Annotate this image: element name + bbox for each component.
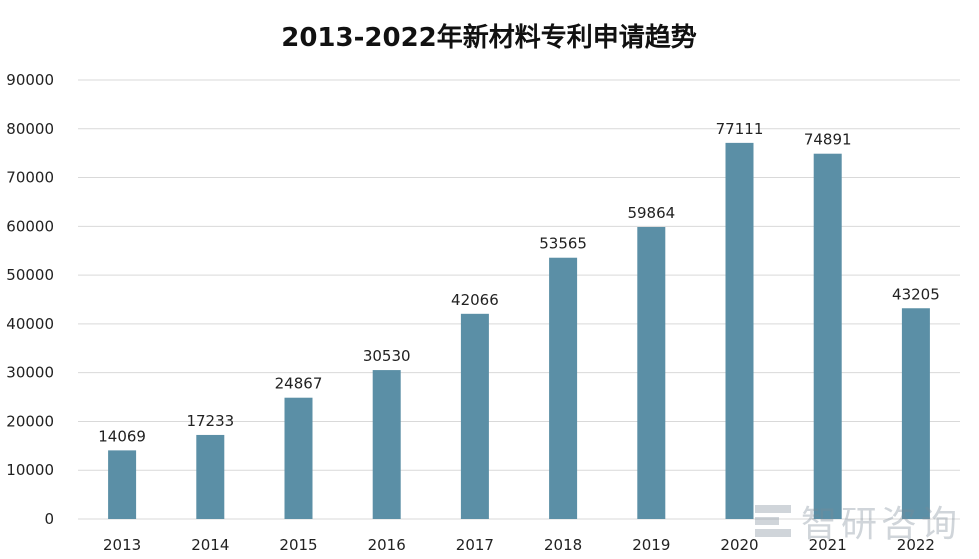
x-axis: 2013 2014 2015 2016 2017 2018 2019 2020 2021 2022 [103,536,935,554]
y-tick-label: 90000 [6,71,54,89]
x-tick-label: 2014 [191,536,229,554]
x-tick-label: 2022 [897,536,935,554]
y-tick-label: 50000 [6,266,54,284]
bar-2016 [372,370,401,519]
y-tick-label: 40000 [6,315,54,333]
y-tick-label: 20000 [6,412,54,430]
bar-2020 [725,142,754,519]
x-tick-label: 2017 [456,536,494,554]
data-label-2013: 14069 [98,427,146,445]
x-tick-label: 2013 [103,536,141,554]
data-label-2021: 74891 [804,131,852,149]
x-tick-label: 2016 [368,536,406,554]
data-label-2019: 59864 [627,204,675,222]
bar-2018 [549,257,578,519]
bar-2014 [196,434,225,519]
x-tick-label: 2019 [632,536,670,554]
data-label-2014: 17233 [186,412,234,430]
bar-2015 [284,397,313,519]
bars [108,142,930,519]
x-tick-label: 2015 [279,536,317,554]
bar-2019 [637,226,666,519]
data-label-2022: 43205 [892,285,940,303]
data-labels: 14069 17233 24867 30530 42066 53565 59864 77111… [98,120,940,446]
y-tick-label: 0 [44,510,54,528]
grid-lines [78,79,960,520]
x-tick-label: 2018 [544,536,582,554]
y-tick-label: 80000 [6,120,54,138]
bar-2022 [901,308,930,519]
data-label-2020: 77111 [716,120,764,138]
bar-2013 [108,450,137,519]
x-tick-label: 2021 [809,536,847,554]
y-axis: 0 10000 20000 30000 40000 50000 60000 70000 8000… [6,71,54,528]
y-tick-label: 30000 [6,364,54,382]
bar-2017 [460,313,489,519]
data-label-2017: 42066 [451,291,499,309]
data-label-2015: 24867 [275,375,323,393]
bar-2021 [813,153,842,519]
data-label-2018: 53565 [539,235,587,253]
chart-title: 2013-2022年新材料专利申请趋势 [281,22,697,53]
data-label-2016: 30530 [363,347,411,365]
y-tick-label: 10000 [6,461,54,479]
y-tick-label: 70000 [6,169,54,187]
y-tick-label: 60000 [6,217,54,235]
x-tick-label: 2020 [720,536,758,554]
